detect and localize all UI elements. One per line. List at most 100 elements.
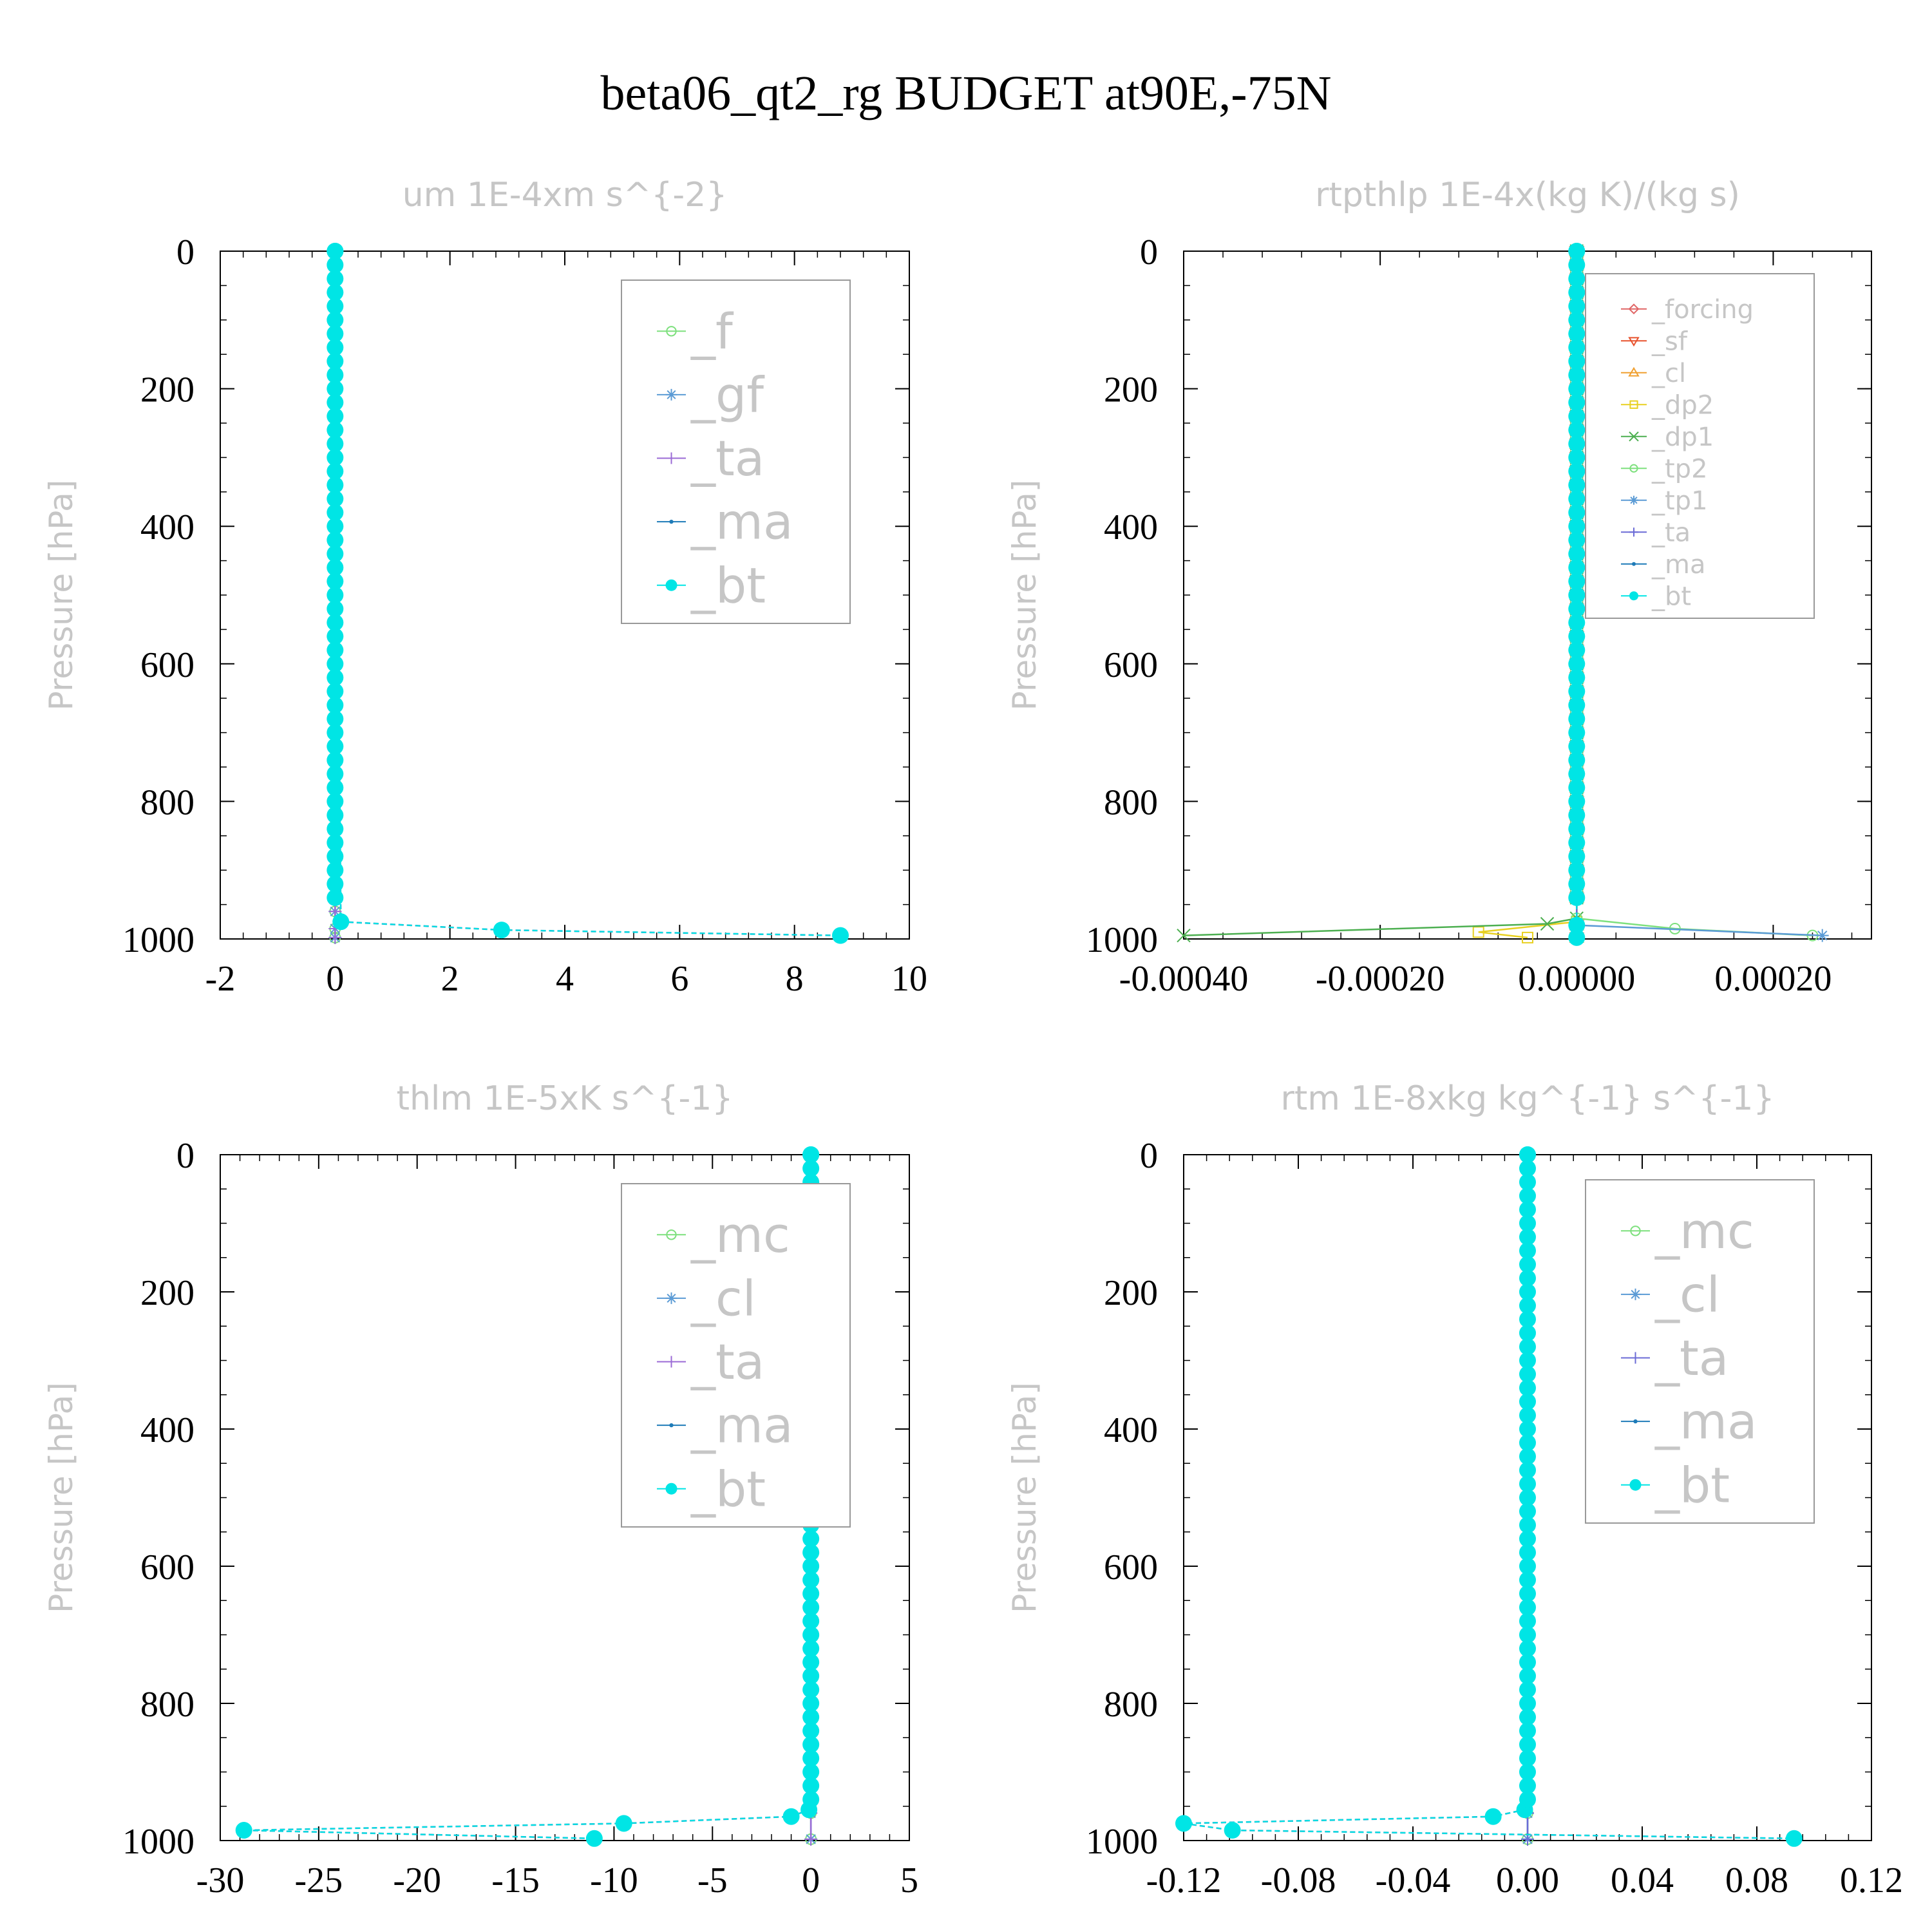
data-point [1175, 1815, 1192, 1832]
data-point [1568, 600, 1586, 618]
data-point [802, 1681, 820, 1698]
legend-marker-bt [1629, 1479, 1642, 1491]
data-point [802, 1695, 820, 1712]
data-point [802, 1667, 820, 1685]
data-point [327, 737, 344, 755]
data-point [1568, 669, 1586, 687]
x-tick-label: 8 [786, 959, 804, 999]
data-point [1568, 531, 1586, 549]
data-point [1568, 421, 1586, 439]
data-point [1519, 1269, 1536, 1287]
data-point [1568, 298, 1586, 315]
x-tick-label: -0.12 [1146, 1861, 1222, 1900]
data-point [327, 752, 344, 769]
data-point [328, 931, 342, 944]
data-point [802, 1146, 820, 1163]
data-point [327, 477, 344, 494]
data-point [327, 779, 344, 797]
y-tick-label: 1000 [122, 1822, 194, 1862]
panel-title: rtm 1E-8xkg kg^{-1} s^{-1} [1280, 1079, 1774, 1118]
data-point [802, 1530, 820, 1548]
data-point [802, 1571, 820, 1589]
data-point [1568, 408, 1586, 425]
data-point [1519, 1489, 1536, 1506]
data-point [802, 1722, 820, 1739]
legend-marker-ma [669, 519, 674, 524]
legend-box [621, 1183, 851, 1528]
y-axis-label: Pressure [hPa] [43, 480, 80, 711]
legend-label-dp2: _dp2 [1651, 390, 1714, 420]
y-tick-label: 200 [140, 370, 194, 410]
data-point [1519, 1626, 1536, 1643]
legend-marker-dp1 [1629, 431, 1639, 442]
legend-label-gf: _gf [690, 366, 765, 424]
data-point [1785, 1830, 1803, 1847]
data-point [802, 1585, 820, 1602]
x-tick-label: 0.00 [1496, 1861, 1559, 1900]
x-tick-label: 0.00020 [1714, 959, 1832, 999]
legend-marker-ta [1629, 1352, 1642, 1364]
data-point [327, 531, 344, 549]
data-point [615, 1815, 632, 1832]
x-tick-label: 0.00000 [1518, 959, 1635, 999]
data-point [327, 820, 344, 838]
data-point [327, 462, 344, 480]
legend-label-cl: _cl [690, 1270, 756, 1327]
data-point [1568, 752, 1586, 769]
data-point [1519, 1613, 1536, 1630]
chart-panel-4: rtm 1E-8xkg kg^{-1} s^{-1} Pressure [hPa]… [1006, 1079, 1903, 1900]
data-point [1519, 1709, 1536, 1726]
data-point [1519, 1324, 1536, 1341]
data-point [1568, 614, 1586, 631]
data-point [802, 1598, 820, 1616]
legend-label-cl: _cl [1651, 359, 1686, 388]
x-tick-label: 2 [441, 959, 459, 999]
data-point [1568, 737, 1586, 755]
data-point [1519, 1338, 1536, 1356]
legend-marker-tp2 [1629, 464, 1638, 473]
x-tick-label: 4 [556, 959, 574, 999]
y-tick-label: 1000 [122, 920, 194, 960]
series-bt [1568, 243, 1586, 946]
legend-marker-tp1 [1629, 495, 1638, 505]
y-tick-label: 200 [140, 1273, 194, 1313]
legend: _forcing_sf _cl_dp2_dp1_tp2_tp1_ta _ma_bt [1585, 273, 1815, 619]
data-point [1519, 1502, 1536, 1520]
legend-label-tp2: _tp2 [1651, 454, 1708, 484]
data-point [1568, 848, 1586, 865]
data-point [1568, 490, 1586, 507]
data-point [1519, 1777, 1536, 1794]
legend-label-ma: _ma [690, 1397, 793, 1454]
data-point [1519, 1763, 1536, 1781]
data-point [1568, 683, 1586, 700]
data-point [832, 927, 849, 944]
data-point [327, 243, 344, 260]
data-point [327, 862, 344, 879]
y-tick-label: 400 [140, 507, 194, 547]
figure-title: beta06_qt2_rg BUDGET at90E,-75N [601, 66, 1332, 120]
data-point [1519, 1228, 1536, 1245]
y-tick-label: 0 [1140, 1136, 1158, 1176]
y-tick-label: 1000 [1086, 1822, 1158, 1862]
data-point [802, 1777, 820, 1794]
data-point [327, 298, 344, 315]
legend-label-bt: _bt [690, 556, 766, 614]
data-point [327, 669, 344, 687]
data-point [1519, 1695, 1536, 1712]
data-point [1519, 1256, 1536, 1273]
data-point [1568, 628, 1586, 645]
data-point [327, 339, 344, 356]
data-point [327, 311, 344, 328]
data-point [1568, 834, 1586, 851]
data-point [802, 1626, 820, 1643]
panel-title: thlm 1E-5xK s^{-1} [397, 1079, 734, 1118]
legend-label-bt: _bt [1654, 1456, 1730, 1513]
data-point [1568, 545, 1586, 562]
y-tick-label: 400 [1104, 507, 1158, 547]
x-tick-label: -25 [295, 1861, 343, 1900]
series-line [1183, 251, 1578, 936]
legend-label-cl: _cl [1654, 1266, 1720, 1323]
legend-label-dp1: _dp1 [1651, 422, 1714, 452]
data-point [327, 408, 344, 425]
data-point [1519, 1640, 1536, 1657]
